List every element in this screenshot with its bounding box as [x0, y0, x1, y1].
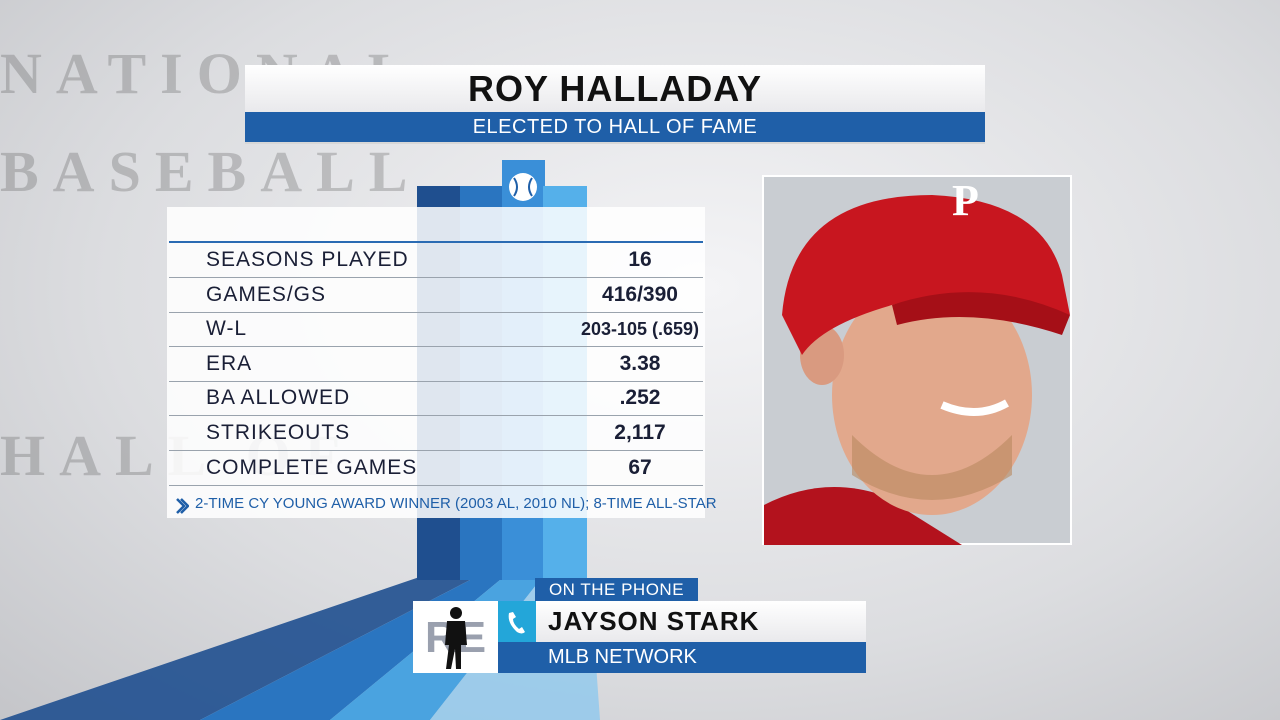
stat-row: ERA 3.38 [169, 347, 703, 382]
stat-label: ERA [206, 351, 253, 375]
stat-value: 3.38 [619, 351, 661, 375]
stat-row: W-L 203-105 (.659) [169, 312, 703, 348]
lower-third-name-bar: JAYSON STARK [498, 601, 866, 642]
stat-value: 2,117 [614, 421, 666, 444]
cap-logo: P [952, 176, 979, 225]
stat-label: STRIKEOUTS [206, 421, 351, 444]
stat-row: SEASONS PLAYED 16 [169, 243, 703, 278]
stat-row: COMPLETE GAMES 67 [169, 451, 703, 486]
stat-label: W-L [206, 317, 248, 341]
lower-third-tag: ON THE PHONE [535, 578, 698, 601]
player-photo: P [762, 175, 1072, 545]
stat-label: GAMES/GS [206, 282, 327, 306]
header-subtitle: ELECTED TO HALL OF FAME [245, 112, 985, 144]
stat-row: GAMES/GS 416/390 [169, 278, 703, 313]
stat-row: BA ALLOWED .252 [169, 381, 703, 417]
phone-icon [498, 601, 536, 642]
stat-value: 416/390 [602, 282, 678, 306]
caller-affiliation: MLB NETWORK [548, 646, 697, 668]
logo-text: BASEBALL [0, 139, 422, 204]
stat-label: BA ALLOWED [206, 386, 351, 410]
silhouette [445, 607, 467, 669]
stat-value: 16 [628, 248, 652, 271]
header-title: ROY HALLADAY [245, 65, 985, 112]
stat-label: SEASONS PLAYED [206, 248, 409, 271]
panel-rule [169, 241, 703, 243]
stat-label: COMPLETE GAMES [206, 455, 418, 479]
stats-panel [167, 207, 705, 518]
lower-third-icon: RE [413, 601, 498, 673]
footnote: 2-TIME CY YOUNG AWARD WINNER (2003 AL, 2… [195, 495, 717, 512]
stat-value: 203-105 (.659) [580, 319, 700, 340]
caller-name: JAYSON STARK [548, 606, 760, 636]
stat-row: STRIKEOUTS 2,117 [169, 416, 703, 451]
stat-value: .252 [619, 386, 661, 410]
stat-value: 67 [628, 455, 652, 479]
bullet-icon [176, 498, 189, 514]
lower-third-affiliation-bar: MLB NETWORK [498, 642, 866, 673]
